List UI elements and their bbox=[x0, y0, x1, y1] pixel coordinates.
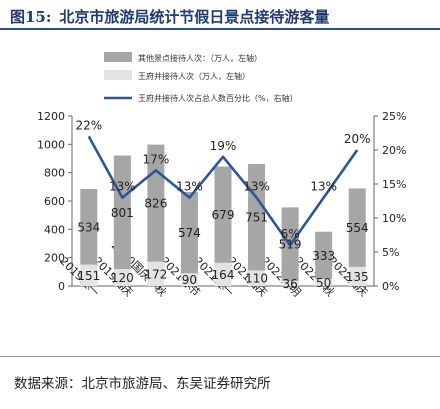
bar-other-attractions bbox=[214, 166, 232, 263]
y-right-tick-label: 10% bbox=[382, 212, 406, 225]
y-left-tick-label: 800 bbox=[44, 167, 65, 180]
legend-label-2: 王府井接待人次（万人，左轴） bbox=[138, 71, 250, 81]
data-label-wangfujing: 120 bbox=[111, 271, 134, 285]
bar-other-attractions bbox=[348, 188, 366, 267]
bar-wangfujing bbox=[80, 264, 98, 286]
y-left-tick-label: 1000 bbox=[37, 138, 65, 151]
bar-other-attractions bbox=[113, 155, 131, 269]
divider bbox=[0, 356, 440, 357]
data-label-wangfujing: 50 bbox=[316, 276, 331, 290]
legend-swatch-1 bbox=[104, 52, 132, 62]
data-label-other: 333 bbox=[312, 249, 335, 263]
legend-label-3: 王府井接待人次占总人数百分比（%，右轴） bbox=[138, 93, 298, 103]
data-label-wangfujing: 90 bbox=[182, 273, 197, 287]
legend-label-1: 其他景点接待人次：（万人，左轴） bbox=[138, 53, 262, 63]
legend-swatch-2 bbox=[104, 70, 132, 80]
chart-data-labels: 151 534 120 801 172 826 90 574 164 679 110 751 36 519… bbox=[75, 118, 370, 291]
data-label-percent: 22% bbox=[75, 118, 102, 132]
data-label-other: 519 bbox=[279, 238, 302, 252]
bar-wangfujing bbox=[214, 262, 232, 286]
figure-title-text: 北京市旅游局统计节假日景点接待游客量 bbox=[59, 8, 330, 26]
chart: 其他景点接待人次：（万人，左轴） 王府井接待人次（万人，左轴） 王府井接待人次占总人… bbox=[37, 52, 406, 299]
y-left-tick-label: 400 bbox=[44, 223, 65, 236]
y-left-tick-label: 0 bbox=[58, 280, 65, 293]
bar-other-attractions bbox=[80, 188, 98, 265]
bar-wangfujing bbox=[113, 269, 131, 286]
data-label-percent: 13% bbox=[109, 180, 136, 194]
y-right-tick-label: 20% bbox=[382, 144, 406, 157]
data-label-percent: 13% bbox=[243, 180, 270, 194]
percent-line bbox=[87, 135, 359, 247]
bar-wangfujing bbox=[147, 261, 165, 286]
chart-legend: 其他景点接待人次：（万人，左轴） 王府井接待人次（万人，左轴） 王府井接待人次占总人… bbox=[104, 52, 298, 103]
bar-wangfujing bbox=[281, 280, 299, 286]
data-label-wangfujing: 135 bbox=[346, 270, 369, 284]
y-right-tick-label: 25% bbox=[382, 110, 406, 123]
data-label-other: 801 bbox=[111, 206, 134, 220]
data-label-other: 534 bbox=[77, 220, 100, 234]
data-label-wangfujing: 36 bbox=[282, 277, 297, 291]
figure-title: 图15: 北京市旅游局统计节假日景点接待游客量 bbox=[0, 0, 440, 30]
data-label-wangfujing: 164 bbox=[212, 268, 235, 282]
y-left-tick-label: 1200 bbox=[37, 110, 65, 123]
y-left-tick-label: 600 bbox=[44, 195, 65, 208]
data-label-percent: 13% bbox=[176, 180, 203, 194]
data-label-other: 679 bbox=[212, 208, 235, 222]
bar-other-attractions bbox=[180, 191, 198, 274]
y-left-tick-label: 200 bbox=[44, 252, 65, 265]
data-label-other: 826 bbox=[144, 197, 167, 211]
data-label-other: 751 bbox=[245, 211, 268, 225]
data-label-wangfujing: 110 bbox=[245, 272, 268, 286]
data-label-wangfujing: 172 bbox=[144, 267, 167, 281]
bar-wangfujing bbox=[180, 273, 198, 286]
data-source: 数据来源：北京市旅游局、东吴证券研究所 bbox=[14, 376, 271, 392]
data-label-other: 574 bbox=[178, 226, 201, 240]
bar-wangfujing bbox=[315, 278, 333, 286]
data-label-other: 554 bbox=[346, 221, 369, 235]
data-label-percent: 20% bbox=[344, 132, 371, 146]
bar-wangfujing bbox=[348, 266, 366, 286]
data-label-percent: 17% bbox=[143, 152, 170, 166]
figure-number: 图15: bbox=[10, 8, 52, 26]
data-label-percent: 19% bbox=[210, 139, 237, 153]
y-right-tick-label: 15% bbox=[382, 178, 406, 191]
y-right-tick-label: 0% bbox=[382, 280, 399, 293]
chart-line-series bbox=[87, 135, 359, 247]
data-label-wangfujing: 151 bbox=[77, 269, 100, 283]
y-right-tick-label: 5% bbox=[382, 246, 399, 259]
data-label-percent: 13% bbox=[310, 180, 337, 194]
bar-wangfujing bbox=[248, 270, 266, 286]
bar-other-attractions bbox=[315, 231, 333, 279]
data-label-percent: 6% bbox=[281, 227, 300, 241]
